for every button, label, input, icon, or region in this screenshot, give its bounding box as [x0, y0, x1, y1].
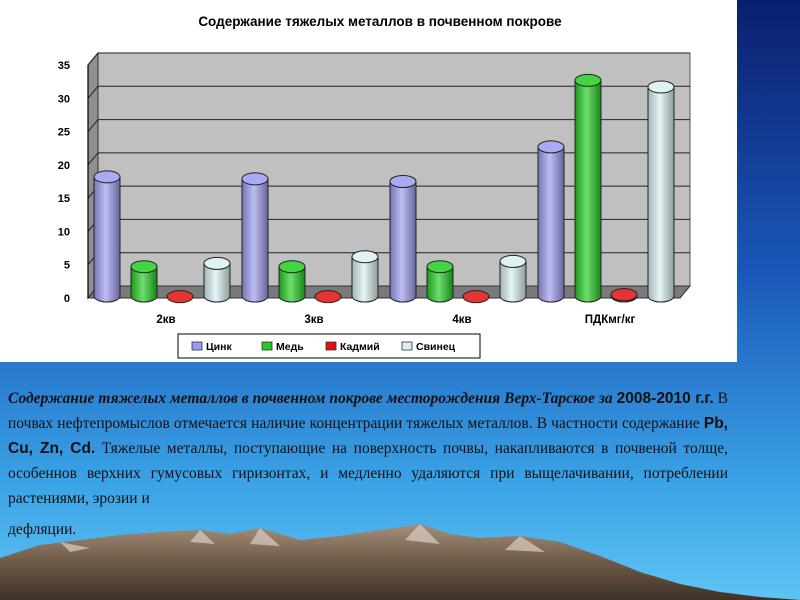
bar-1-3 — [574, 73, 602, 303]
y-tick-label: 30 — [58, 93, 70, 105]
legend-label: Свинец — [416, 341, 456, 353]
caption-title: Содержание тяжелых металлов в почвенном … — [8, 390, 613, 407]
bar-0-2 — [389, 175, 417, 303]
x-tick-label: ПДКмг/кг — [585, 314, 636, 326]
y-tick-label: 35 — [58, 60, 70, 72]
bar-0-3 — [537, 140, 565, 303]
bar-2-1 — [314, 290, 342, 304]
bar-3-1 — [351, 250, 379, 303]
bar-1-1 — [278, 260, 306, 303]
bar-2-0 — [166, 290, 194, 304]
gridline — [87, 85, 690, 99]
legend-swatch — [191, 341, 203, 351]
mountain-landscape-image — [0, 524, 800, 600]
caption-elements: Pb, Cu, Zn, C — [8, 415, 728, 457]
legend-label: Медь — [276, 341, 304, 353]
x-tick-label: 2кв — [156, 314, 175, 326]
gridline — [87, 152, 690, 166]
bar-3-2 — [499, 254, 527, 303]
legend-label: Кадмий — [340, 341, 380, 353]
legend-label: Цинк — [206, 341, 232, 353]
caption-last-line: дефляции. — [8, 521, 77, 538]
y-tick-label: 25 — [58, 127, 70, 139]
legend-swatch — [261, 341, 273, 351]
caption-elements-d: d. — [81, 440, 96, 457]
bar-2-3 — [610, 288, 638, 303]
y-tick-label: 15 — [58, 193, 70, 205]
chart-title: Содержание тяжелых металлов в почвенном … — [198, 14, 562, 29]
bar-0-0 — [93, 170, 121, 303]
chart-panel: Содержание тяжелых металлов в почвенном … — [57, 14, 692, 359]
caption-text: Содержание тяжелых металлов в почвенном … — [8, 386, 728, 542]
legend-swatch — [401, 341, 413, 351]
caption-text-1: В почвах нефтепромыслов отмечается налич… — [8, 390, 728, 432]
x-tick-label: 4кв — [452, 314, 471, 326]
x-tick-label: 3кв — [304, 314, 323, 326]
bar-3-0 — [203, 256, 231, 303]
bar-1-0 — [130, 260, 158, 303]
y-tick-label: 5 — [64, 260, 70, 272]
caption-text-2: Тяжелые металлы, поступающие на поверхно… — [8, 440, 728, 507]
bar-2-2 — [462, 290, 490, 304]
bar-3-3 — [647, 80, 675, 303]
y-tick-label: 10 — [58, 226, 70, 238]
gridline — [87, 119, 690, 132]
y-tick-label: 0 — [64, 293, 70, 305]
bar-1-2 — [426, 260, 454, 303]
bar-chart: Содержание тяжелых металлов в почвенном … — [58, 14, 692, 359]
legend-swatch — [325, 341, 337, 351]
gridline — [87, 52, 690, 66]
bar-0-1 — [241, 172, 269, 303]
y-tick-label: 20 — [58, 160, 70, 172]
caption-years: 2008-2010 г.г. — [616, 390, 714, 407]
